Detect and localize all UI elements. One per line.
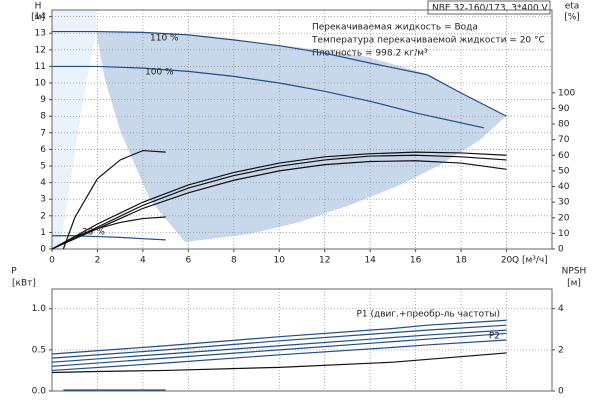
x-tick-label: 6	[185, 256, 191, 266]
note: Плотность = 998.2 кг/м³	[312, 49, 428, 59]
curve	[52, 235, 166, 241]
y2-unit: [м]	[567, 279, 581, 289]
y-label: P	[11, 267, 17, 277]
y2-tick-label: 30	[558, 198, 570, 208]
curve	[52, 30, 507, 117]
x-tick-label: 16	[410, 256, 422, 266]
y2-tick-label: 100	[558, 88, 575, 98]
operating-area	[96, 31, 506, 242]
curve	[51, 339, 507, 372]
curve	[51, 324, 507, 359]
y2-tick-label: 20	[558, 213, 570, 223]
y2-tick-label: 4	[558, 304, 564, 314]
curve	[51, 329, 507, 363]
y-tick-label: 14	[35, 12, 47, 22]
y2-tick-label: 2	[558, 345, 564, 355]
x-tick-label: 0	[49, 256, 55, 266]
y-tick-label: 0.5	[32, 345, 46, 355]
curve	[62, 149, 166, 250]
plot-frame	[51, 9, 553, 250]
curve	[51, 332, 507, 367]
y2-tick-label: 10	[558, 229, 570, 239]
annotation: P1 (двиг.+преобр-ль частоты)	[357, 310, 501, 320]
y2-label: eta	[565, 2, 580, 12]
y-tick-label: 10	[35, 79, 47, 89]
y-tick-label: 0.0	[32, 387, 47, 397]
y-tick-label: 13	[35, 29, 46, 39]
y-tick-label: 12	[35, 45, 46, 55]
y-tick-label: 2	[40, 211, 46, 221]
y2-unit: [%]	[564, 13, 580, 23]
y2-tick-label: 40	[558, 182, 570, 192]
y2-tick-label: 60	[558, 151, 570, 161]
annotation: 25 %	[82, 228, 105, 238]
x-tick-label: 14	[364, 256, 376, 266]
curve	[51, 216, 166, 250]
y2-tick-label: 70	[558, 135, 570, 145]
curve	[51, 319, 507, 355]
note: Температура перекачиваемой жидкости = 20…	[311, 36, 545, 46]
x-tick-label: 4	[140, 256, 146, 266]
y-unit: [м]	[31, 13, 45, 23]
annotation: 110 %	[150, 34, 179, 44]
curve	[52, 65, 484, 129]
y-tick-label: 9	[40, 95, 46, 105]
y2-tick-label: 50	[558, 166, 570, 176]
light-area	[52, 10, 96, 249]
x-tick-label: 12	[319, 256, 330, 266]
x-tick-label: 10	[274, 256, 286, 266]
x-label: Q [м³/ч]	[512, 256, 548, 266]
curve	[51, 160, 507, 250]
annotation: P2	[489, 332, 500, 342]
chart-title: NBE 32-160/173, 3*400 V	[432, 4, 549, 14]
x-tick-label: 18	[455, 256, 467, 266]
x-tick-label: 20	[501, 256, 513, 266]
y-tick-label: 11	[35, 62, 46, 72]
plot-frame	[51, 288, 553, 392]
x-tick-label: 8	[231, 256, 237, 266]
curve	[51, 151, 507, 250]
annotation: 100 %	[145, 68, 174, 78]
y-label: H	[35, 2, 42, 12]
y-tick-label: 5	[40, 162, 46, 172]
y2-tick-label: 90	[558, 104, 570, 114]
y-tick-label: 0	[40, 245, 46, 255]
y-tick-label: 8	[40, 112, 46, 122]
y-tick-label: 1.0	[32, 304, 47, 314]
y-tick-label: 1	[40, 228, 46, 238]
note: Перекачиваемая жидкость = Вода	[312, 23, 478, 33]
y-tick-label: 7	[40, 128, 46, 138]
curve	[51, 154, 507, 250]
y-tick-label: 4	[40, 178, 46, 188]
y-tick-label: 6	[40, 145, 46, 155]
y-tick-label: 3	[40, 195, 46, 205]
title-box	[427, 0, 551, 15]
y2-label: NPSH	[562, 267, 587, 277]
x-tick-label: 2	[95, 256, 101, 266]
curve	[51, 352, 507, 374]
y2-tick-label: 0	[558, 387, 564, 397]
y-unit: [кВт]	[12, 279, 36, 289]
y2-tick-label: 0	[558, 245, 564, 255]
y2-tick-label: 80	[558, 120, 570, 130]
